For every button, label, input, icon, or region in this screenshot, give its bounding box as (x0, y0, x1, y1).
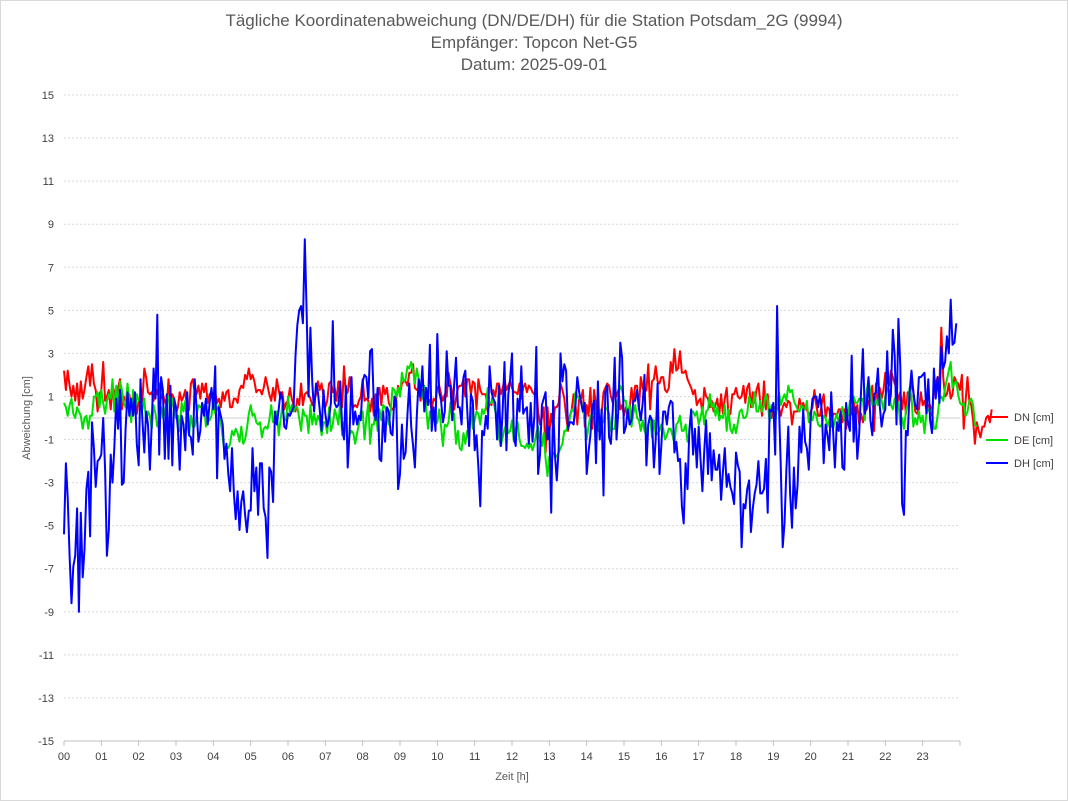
legend: DN [cm] DE [cm] DH [cm] (986, 412, 1054, 470)
x-tick-label: 20 (805, 751, 817, 763)
y-tick-label: 13 (42, 133, 54, 145)
y-tick-label: -15 (38, 736, 54, 748)
x-tick-label: 15 (618, 751, 630, 763)
y-tick-label: -13 (38, 693, 54, 705)
x-tick-label: 08 (357, 751, 369, 763)
y-tick-label: -11 (39, 650, 54, 662)
x-tick-label: 16 (655, 751, 667, 763)
series-layer (63, 238, 993, 613)
chart-title-line-3: Datum: 2025-09-01 (460, 55, 608, 74)
chart-title-line-1: Tägliche Koordinatenabweichung (DN/DE/DH… (225, 11, 843, 30)
x-tick-label: 09 (394, 751, 406, 763)
x-tick-label: 22 (879, 751, 891, 763)
y-tick-label: 7 (48, 262, 54, 274)
x-tick-label: 18 (730, 751, 742, 763)
y-tick-label: -1 (44, 435, 54, 447)
x-axis-title: Zeit [h] (495, 771, 529, 783)
series-line-dh (63, 238, 958, 613)
x-tick-label: 06 (282, 751, 294, 763)
x-tick-label: 05 (245, 751, 257, 763)
legend-entry-label: DH [cm] (1014, 458, 1054, 470)
y-tick-label: -5 (44, 521, 54, 533)
y-tick-label: 3 (48, 348, 54, 360)
y-tick-label: 1 (48, 391, 54, 403)
x-tick-label: 17 (693, 751, 705, 763)
y-axis-title: Abweichung [cm] (21, 376, 33, 460)
x-axis-ticks: 00 01 02 03 04 05 06 07 08 09 10 11 12 13 14 15 16 17 18 19… (58, 740, 961, 763)
y-tick-label: 15 (42, 90, 54, 102)
x-tick-label: 13 (543, 751, 555, 763)
x-tick-label: 04 (207, 751, 219, 763)
y-tick-label: -3 (44, 478, 54, 490)
chart-title: Tägliche Koordinatenabweichung (DN/DE/DH… (0, 10, 1068, 76)
y-tick-label: 9 (48, 219, 54, 231)
x-tick-label: 23 (917, 751, 929, 763)
y-tick-label: 5 (48, 305, 54, 317)
x-tick-label: 11 (469, 751, 480, 763)
x-tick-label: 19 (767, 751, 779, 763)
x-tick-label: 21 (842, 751, 854, 763)
x-tick-label: 01 (95, 751, 107, 763)
x-tick-label: 12 (506, 751, 518, 763)
x-tick-label: 00 (58, 751, 70, 763)
legend-entry-label: DE [cm] (1014, 435, 1053, 447)
chart-title-line-2: Empfänger: Topcon Net-G5 (430, 33, 638, 52)
x-tick-label: 14 (581, 751, 593, 763)
x-tick-label: 07 (319, 751, 331, 763)
y-tick-label: -7 (44, 564, 54, 576)
x-tick-label: 03 (170, 751, 182, 763)
y-axis-ticks: 15 13 11 9 7 5 3 1 -1 -3 -5 -7 -9 -11 -13 -15 (38, 90, 54, 748)
legend-entry-label: DN [cm] (1014, 412, 1054, 424)
y-tick-label: 11 (43, 176, 54, 188)
x-tick-label: 10 (431, 751, 443, 763)
x-tick-label: 02 (133, 751, 145, 763)
y-tick-label: -9 (44, 607, 54, 619)
